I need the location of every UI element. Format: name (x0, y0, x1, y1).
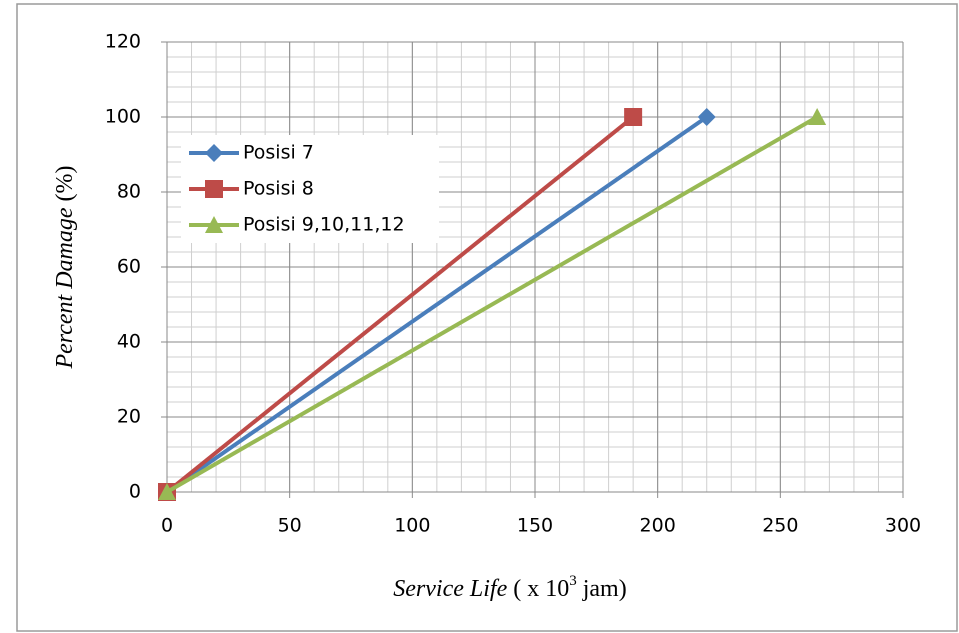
x-label-plain: ( x 10 (513, 576, 569, 602)
y-label-italic: Percent Damage (52, 207, 78, 369)
y-tick-label: 120 (105, 31, 141, 53)
legend-label: Posisi 9,10,11,12 (243, 214, 405, 236)
x-tick-label: 100 (394, 515, 430, 537)
y-tick-label: 0 (129, 481, 141, 503)
y-tick-label: 60 (117, 256, 141, 278)
x-tick-label: 200 (640, 515, 676, 537)
x-tick-label: 300 (885, 515, 921, 537)
chart-frame (17, 4, 957, 631)
y-tick-label: 20 (117, 406, 141, 428)
x-label-end: jam) (577, 576, 627, 602)
x-label-italic: Service Life (393, 576, 507, 602)
x-tick-label: 0 (161, 515, 173, 537)
y-tick-label: 80 (117, 181, 141, 203)
x-tick-label: 150 (517, 515, 553, 537)
y-label-plain: (%) (52, 165, 78, 207)
marker (624, 108, 642, 126)
legend-marker (205, 180, 223, 198)
x-label-sup: 3 (569, 573, 577, 589)
x-axis-label: Service Life ( x 103 jam) (393, 573, 626, 601)
y-tick-label: 100 (105, 106, 141, 128)
y-axis-label: Percent Damage (%) (52, 165, 78, 369)
legend-label: Posisi 8 (243, 178, 314, 200)
y-tick-label: 40 (117, 331, 141, 353)
x-tick-label: 50 (278, 515, 302, 537)
legend-label: Posisi 7 (243, 142, 314, 164)
chart: Service Life ( x 103 jam) Percent Damage… (0, 0, 959, 633)
x-tick-label: 250 (762, 515, 798, 537)
